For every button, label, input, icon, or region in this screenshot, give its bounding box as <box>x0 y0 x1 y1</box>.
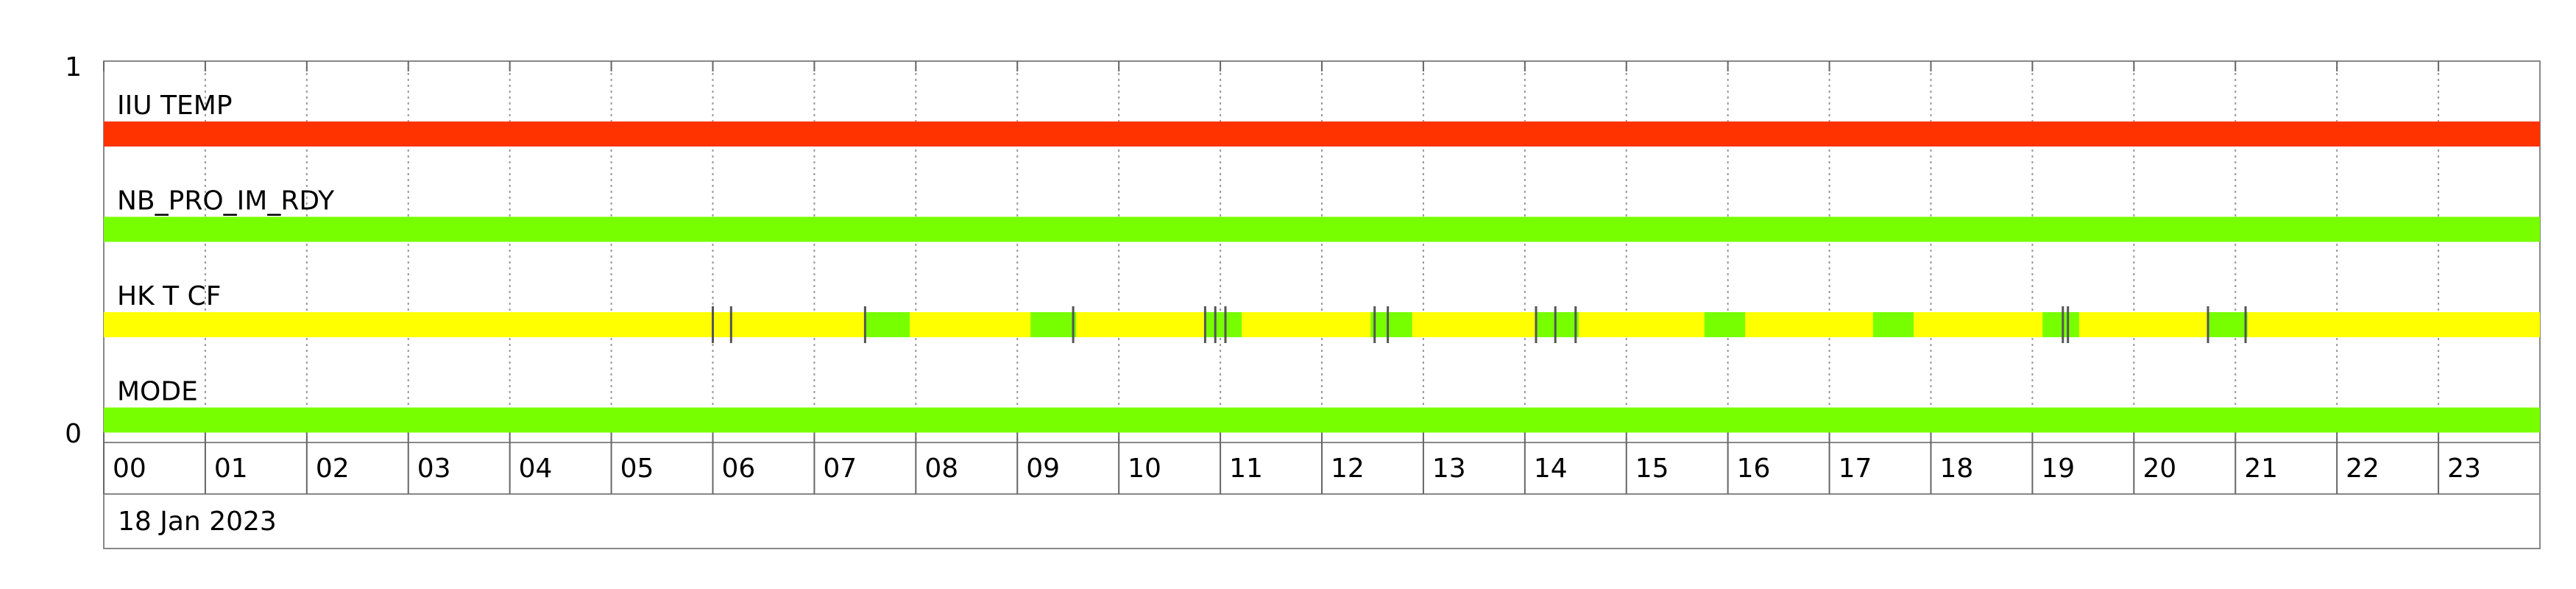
x-tick-label: 21 <box>2244 454 2278 484</box>
y-tick-label: 0 <box>65 419 82 449</box>
x-tick-label: 07 <box>823 454 857 484</box>
segment <box>104 312 2540 337</box>
x-tick-label: 08 <box>924 454 958 484</box>
x-tick-label: 12 <box>1331 454 1365 484</box>
x-tick-label: 16 <box>1737 454 1771 484</box>
x-tick-label: 00 <box>113 454 146 484</box>
x-tick-label: 14 <box>1534 454 1568 484</box>
segment <box>1704 312 1746 337</box>
x-tick-label: 04 <box>519 454 553 484</box>
segment <box>2208 312 2248 337</box>
x-tick-label: 22 <box>2346 454 2379 484</box>
x-tick-label: 17 <box>1839 454 1872 484</box>
segment <box>865 312 910 337</box>
x-tick-label: 19 <box>2041 454 2075 484</box>
y-tick-label: 1 <box>65 52 82 82</box>
x-tick-label: 11 <box>1229 454 1263 484</box>
segment <box>1872 312 1914 337</box>
date-row <box>103 493 2541 549</box>
x-tick-label: 02 <box>316 454 350 484</box>
segment <box>104 216 2540 242</box>
row-label: IIU TEMP <box>117 91 233 121</box>
segment <box>1536 312 1579 337</box>
segment <box>104 121 2540 147</box>
x-tick-label: 20 <box>2142 454 2176 484</box>
segment <box>2042 312 2079 337</box>
x-tick-label: 03 <box>417 454 451 484</box>
x-tick-label: 13 <box>1432 454 1466 484</box>
row-label: NB_PRO_IM_RDY <box>117 186 335 216</box>
x-tick-label: 15 <box>1635 454 1669 484</box>
segment <box>1205 312 1242 337</box>
segment <box>1030 312 1077 337</box>
x-tick-label: 10 <box>1128 454 1161 484</box>
x-tick-label: 05 <box>620 454 654 484</box>
segment <box>1370 312 1412 337</box>
segment <box>104 407 2540 433</box>
row-label: MODE <box>117 377 198 407</box>
x-tick-label: 18 <box>1940 454 1974 484</box>
date-label: 18 Jan 2023 <box>118 507 277 537</box>
row-label: HK T CF <box>117 281 221 311</box>
x-tick-label: 01 <box>214 454 248 484</box>
x-tick-label: 06 <box>722 454 756 484</box>
x-tick-label: 09 <box>1026 454 1060 484</box>
x-tick-label: 23 <box>2447 454 2481 484</box>
